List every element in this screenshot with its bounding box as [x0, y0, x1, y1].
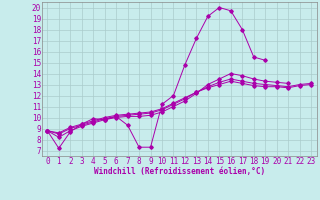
- X-axis label: Windchill (Refroidissement éolien,°C): Windchill (Refroidissement éolien,°C): [94, 167, 265, 176]
